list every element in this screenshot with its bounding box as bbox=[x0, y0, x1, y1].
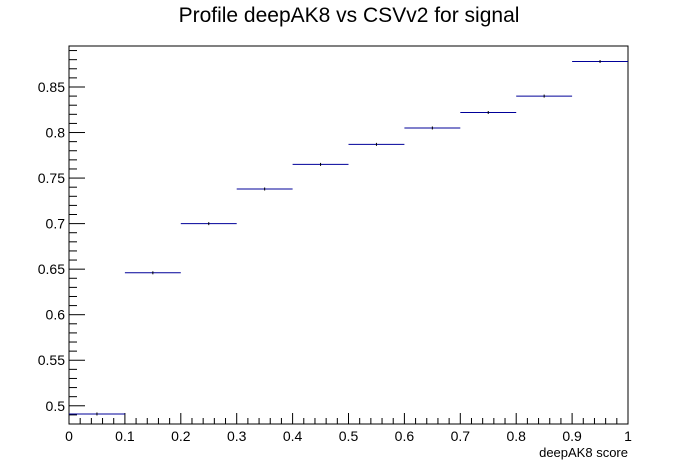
profile-point bbox=[516, 94, 573, 98]
data-points bbox=[69, 59, 628, 416]
y-tick-label: 0.8 bbox=[46, 125, 66, 141]
profile-point bbox=[292, 162, 349, 166]
x-axis-label: deepAK8 score bbox=[539, 445, 628, 460]
y-tick-label: 0.85 bbox=[38, 79, 65, 95]
y-tick-label: 0.65 bbox=[38, 261, 65, 277]
y-tick-label: 0.75 bbox=[38, 170, 65, 186]
x-tick-label: 0 bbox=[65, 428, 73, 444]
x-tick-label: 1 bbox=[624, 428, 632, 444]
x-tick-label: 0.9 bbox=[562, 428, 582, 444]
x-tick-label: 0.6 bbox=[395, 428, 415, 444]
plot-frame bbox=[68, 45, 629, 425]
chart-title: Profile deepAK8 vs CSVv2 for signal bbox=[178, 4, 520, 27]
y-tick-label: 0.55 bbox=[38, 352, 65, 368]
profile-point bbox=[404, 126, 461, 130]
y-axis-ticks bbox=[69, 50, 85, 425]
profile-point bbox=[236, 187, 293, 191]
x-tick-label: 0.3 bbox=[227, 428, 247, 444]
y-tick-label: 0.5 bbox=[46, 398, 66, 414]
profile-point bbox=[460, 110, 517, 114]
x-tick-label: 0.5 bbox=[339, 428, 359, 444]
y-tick-label: 0.7 bbox=[46, 216, 66, 232]
x-tick-label: 0.8 bbox=[506, 428, 526, 444]
x-tick-label: 0.7 bbox=[451, 428, 471, 444]
y-tick-label: 0.6 bbox=[46, 307, 66, 323]
x-tick-label: 0.1 bbox=[115, 428, 135, 444]
profile-point bbox=[348, 142, 405, 146]
x-tick-label: 0.2 bbox=[171, 428, 191, 444]
x-axis-ticks bbox=[68, 413, 629, 424]
profile-point bbox=[124, 271, 181, 275]
profile-point bbox=[180, 222, 237, 226]
x-axis-tick-labels: 0 0.1 0.2 0.3 0.4 0.5 0.6 0.7 0.8 0.9 1 bbox=[65, 428, 632, 444]
profile-point bbox=[69, 412, 125, 416]
y-axis-tick-labels: 0.5 0.55 0.6 0.65 0.7 0.75 0.8 0.85 bbox=[38, 79, 65, 414]
profile-point bbox=[572, 59, 628, 63]
x-tick-label: 0.4 bbox=[283, 428, 303, 444]
